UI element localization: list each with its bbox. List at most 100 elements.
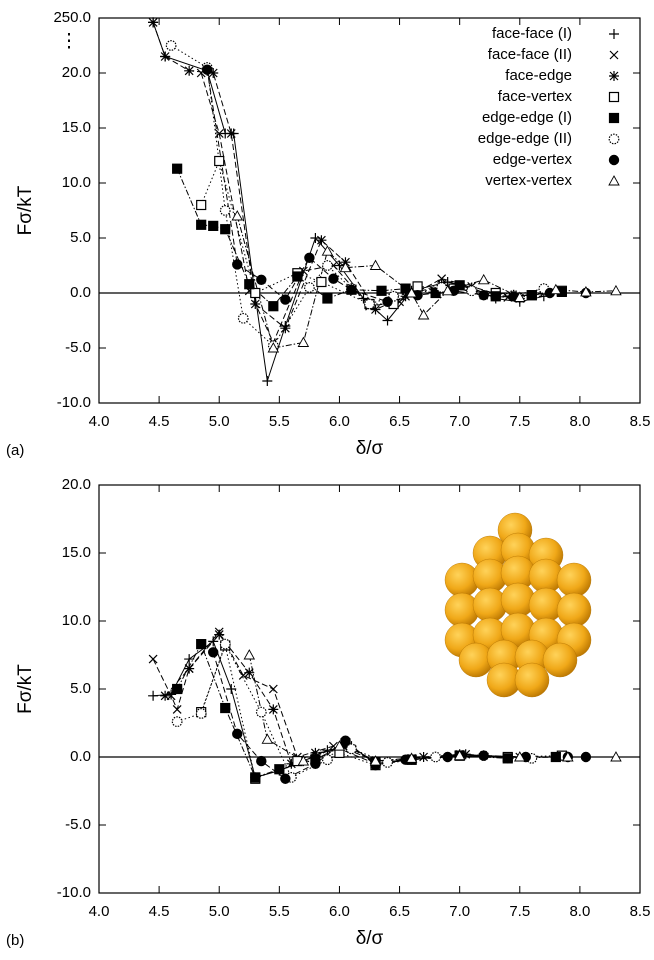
x-axis-label: δ/σ bbox=[356, 438, 384, 459]
marker-plus bbox=[226, 684, 237, 694]
x-tick-label: 8.0 bbox=[569, 413, 590, 430]
x-tick-label: 8.5 bbox=[630, 903, 651, 920]
marker-asterisk bbox=[250, 299, 261, 309]
x-tick-label: 4.0 bbox=[89, 903, 110, 920]
x-tick-label: 5.5 bbox=[269, 413, 290, 430]
marker-triangle bbox=[333, 740, 346, 751]
marker-triangle bbox=[514, 751, 526, 762]
marker-triangle bbox=[562, 751, 574, 762]
x-tick-label: 7.5 bbox=[509, 413, 530, 430]
marker-circle bbox=[478, 750, 489, 761]
marker-circle bbox=[195, 708, 207, 719]
marker-triangle bbox=[453, 749, 466, 761]
marker-circle bbox=[219, 638, 231, 650]
marker-circle bbox=[346, 284, 357, 295]
plot-frame bbox=[98, 17, 641, 404]
y-tick-label: 20.0 bbox=[62, 64, 91, 81]
legend-marker bbox=[608, 133, 620, 145]
series-line bbox=[152, 22, 544, 382]
marker-square bbox=[412, 281, 423, 292]
cluster-sphere bbox=[556, 562, 592, 598]
x-tick-label: 8.5 bbox=[630, 413, 651, 430]
marker-asterisk bbox=[244, 667, 255, 678]
legend-label: face-vertex bbox=[498, 88, 573, 105]
y-tick-label: 20.0 bbox=[62, 476, 91, 493]
x-tick-label: 4.5 bbox=[149, 903, 170, 920]
marker-asterisk bbox=[226, 128, 237, 139]
x-tick-label: 7.0 bbox=[449, 413, 470, 430]
x-tick-label: 7.0 bbox=[449, 903, 470, 920]
x-tick-label: 6.5 bbox=[389, 903, 410, 920]
legend-marker bbox=[608, 175, 620, 186]
legend-marker bbox=[608, 154, 620, 166]
y-tick-label: 10.0 bbox=[62, 612, 91, 629]
marker-plus bbox=[262, 376, 273, 386]
marker-circle bbox=[322, 754, 333, 766]
x-tick-label: 6.5 bbox=[389, 413, 410, 430]
marker-plus bbox=[358, 293, 369, 304]
marker-square bbox=[172, 683, 183, 695]
cluster-sphere bbox=[556, 592, 592, 628]
y-tick-label: 5.0 bbox=[70, 229, 91, 246]
y-axis-label: Fσ/kT bbox=[15, 664, 36, 714]
marker-triangle bbox=[550, 283, 562, 295]
marker-square bbox=[376, 285, 387, 296]
x-tick-label: 6.0 bbox=[329, 903, 350, 920]
marker-cross bbox=[214, 129, 224, 138]
marker-circle bbox=[208, 647, 219, 658]
marker-square bbox=[322, 293, 333, 304]
marker-square bbox=[490, 291, 501, 302]
legend-label: edge-edge (II) bbox=[478, 130, 572, 147]
marker-triangle bbox=[369, 755, 382, 766]
marker-circle bbox=[322, 260, 333, 271]
x-tick-label: 6.0 bbox=[329, 413, 350, 430]
marker-square bbox=[220, 224, 231, 235]
legend-marker bbox=[609, 29, 619, 39]
axis-break: ⋮ bbox=[60, 31, 79, 52]
marker-circle bbox=[310, 758, 321, 770]
marker-asterisk bbox=[160, 51, 171, 62]
marker-square bbox=[430, 287, 441, 299]
marker-triangle bbox=[231, 210, 244, 221]
marker-circle bbox=[382, 296, 393, 307]
x-tick-label: 5.5 bbox=[269, 903, 290, 920]
legend-label: edge-vertex bbox=[493, 151, 573, 168]
marker-square bbox=[244, 279, 255, 290]
series-line bbox=[176, 168, 562, 307]
cluster-sphere bbox=[542, 642, 578, 678]
marker-square bbox=[250, 772, 261, 783]
x-tick-label: 4.0 bbox=[89, 413, 110, 430]
marker-plus bbox=[148, 690, 159, 701]
marker-plus bbox=[166, 689, 177, 700]
marker-circle bbox=[340, 735, 351, 746]
x-tick-label: 8.0 bbox=[569, 903, 590, 920]
marker-circle bbox=[280, 773, 291, 784]
marker-circle bbox=[346, 743, 357, 755]
panel-label: (b) bbox=[6, 932, 24, 949]
cluster-sphere bbox=[514, 662, 550, 698]
marker-asterisk bbox=[460, 749, 471, 760]
marker-cross bbox=[148, 654, 158, 664]
marker-triangle bbox=[405, 752, 418, 763]
marker-square bbox=[502, 753, 513, 764]
marker-plus bbox=[382, 315, 393, 326]
marker-square bbox=[214, 155, 225, 167]
y-axis-label: Fσ/kT bbox=[15, 185, 36, 235]
marker-cross bbox=[172, 704, 182, 714]
marker-asterisk bbox=[160, 690, 171, 701]
marker-asterisk bbox=[148, 17, 159, 28]
marker-asterisk bbox=[370, 304, 381, 315]
marker-circle bbox=[232, 259, 243, 270]
marker-circle bbox=[232, 728, 243, 740]
marker-circle bbox=[442, 751, 453, 763]
cluster-illustration bbox=[444, 512, 592, 698]
marker-circle bbox=[171, 716, 183, 728]
legend-marker bbox=[609, 71, 619, 81]
marker-triangle bbox=[339, 261, 352, 273]
x-tick-label: 5.0 bbox=[209, 903, 230, 920]
marker-plus bbox=[322, 745, 333, 756]
marker-circle bbox=[580, 751, 592, 763]
marker-asterisk bbox=[418, 752, 429, 762]
marker-square bbox=[208, 220, 219, 231]
y-tick-label: 0.0 bbox=[70, 748, 91, 765]
